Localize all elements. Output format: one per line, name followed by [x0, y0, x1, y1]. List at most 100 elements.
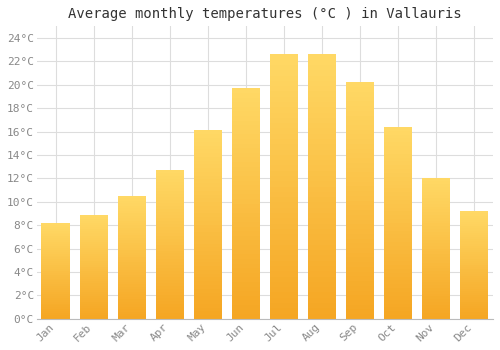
Bar: [118, 216, 146, 218]
Bar: [80, 290, 108, 292]
Bar: [422, 181, 450, 184]
Bar: [232, 300, 260, 305]
Bar: [308, 218, 336, 224]
Bar: [422, 268, 450, 271]
Bar: [270, 76, 298, 81]
Bar: [156, 241, 184, 245]
Bar: [308, 60, 336, 65]
Bar: [422, 266, 450, 268]
Bar: [308, 97, 336, 102]
Bar: [460, 244, 488, 246]
Bar: [270, 256, 298, 261]
Bar: [270, 314, 298, 319]
Bar: [346, 106, 374, 111]
Bar: [384, 227, 412, 231]
Bar: [422, 195, 450, 198]
Bar: [232, 181, 260, 185]
Bar: [42, 234, 70, 236]
Bar: [80, 273, 108, 275]
Bar: [156, 191, 184, 194]
Bar: [156, 209, 184, 212]
Bar: [42, 309, 70, 311]
Bar: [80, 254, 108, 257]
Bar: [80, 229, 108, 231]
Bar: [422, 260, 450, 263]
Bar: [232, 194, 260, 199]
Bar: [422, 212, 450, 215]
Bar: [232, 250, 260, 254]
Bar: [422, 313, 450, 316]
Bar: [270, 171, 298, 176]
Bar: [80, 217, 108, 219]
Bar: [42, 250, 70, 252]
Bar: [346, 262, 374, 267]
Bar: [422, 274, 450, 277]
Bar: [118, 267, 146, 270]
Bar: [42, 294, 70, 296]
Bar: [308, 303, 336, 308]
Bar: [460, 274, 488, 276]
Bar: [270, 81, 298, 86]
Bar: [232, 236, 260, 240]
Bar: [308, 160, 336, 166]
Bar: [270, 293, 298, 298]
Bar: [346, 229, 374, 234]
Bar: [42, 258, 70, 259]
Bar: [232, 240, 260, 245]
Bar: [80, 275, 108, 277]
Bar: [270, 113, 298, 118]
Bar: [42, 282, 70, 284]
Bar: [308, 176, 336, 181]
Bar: [270, 60, 298, 65]
Bar: [422, 296, 450, 299]
Bar: [346, 87, 374, 92]
Bar: [232, 167, 260, 171]
Bar: [194, 153, 222, 157]
Bar: [384, 196, 412, 200]
Bar: [156, 283, 184, 286]
Bar: [384, 234, 412, 238]
Bar: [80, 221, 108, 223]
Bar: [460, 241, 488, 244]
Bar: [118, 240, 146, 243]
Bar: [460, 222, 488, 224]
Bar: [118, 247, 146, 250]
Bar: [308, 287, 336, 293]
Bar: [460, 280, 488, 282]
Bar: [422, 226, 450, 229]
Bar: [118, 297, 146, 299]
Bar: [270, 234, 298, 239]
Bar: [384, 296, 412, 300]
Bar: [460, 293, 488, 295]
Bar: [232, 310, 260, 314]
Bar: [346, 182, 374, 187]
Bar: [384, 303, 412, 307]
Bar: [308, 213, 336, 218]
Bar: [384, 139, 412, 142]
Bar: [194, 251, 222, 255]
Bar: [156, 316, 184, 319]
Bar: [384, 219, 412, 223]
Bar: [308, 181, 336, 187]
Bar: [118, 294, 146, 297]
Bar: [194, 164, 222, 168]
Bar: [156, 259, 184, 262]
Bar: [232, 278, 260, 282]
Bar: [346, 314, 374, 319]
Bar: [80, 300, 108, 302]
Bar: [346, 153, 374, 158]
Bar: [42, 229, 70, 231]
Bar: [270, 54, 298, 60]
Bar: [308, 266, 336, 271]
Bar: [42, 276, 70, 279]
Bar: [156, 304, 184, 307]
Bar: [422, 254, 450, 257]
Bar: [118, 307, 146, 309]
Bar: [308, 261, 336, 266]
Bar: [80, 279, 108, 281]
Bar: [194, 221, 222, 225]
Bar: [42, 236, 70, 238]
Bar: [80, 306, 108, 308]
Bar: [156, 313, 184, 316]
Bar: [346, 83, 374, 87]
